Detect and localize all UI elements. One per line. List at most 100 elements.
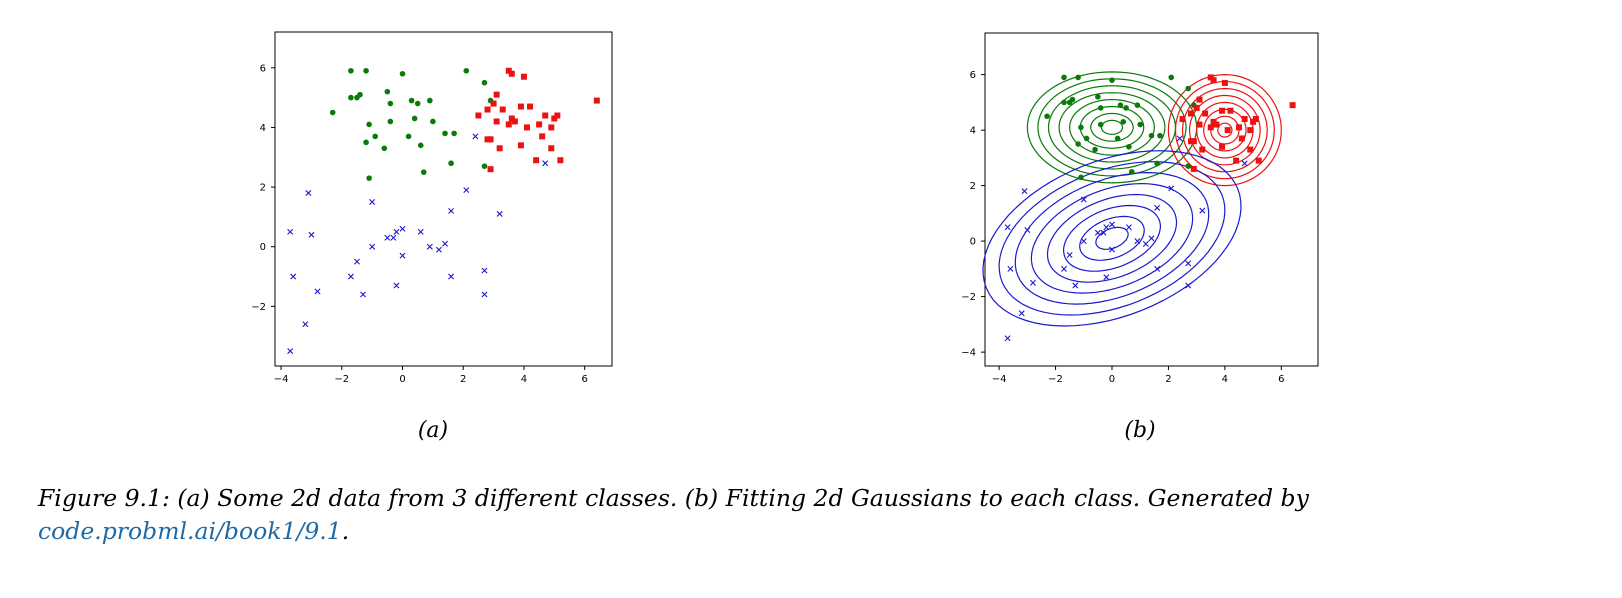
point-green (329, 109, 336, 116)
point-green (372, 133, 378, 140)
point-red (548, 145, 555, 152)
contour-blue (1030, 182, 1194, 294)
x-tick-label: 0 (399, 374, 405, 385)
point-red (533, 157, 540, 164)
contour-green (1090, 112, 1134, 142)
contour-blue (1095, 226, 1129, 250)
point-green (481, 163, 488, 169)
point-blue (314, 288, 321, 295)
point-green (481, 79, 488, 86)
point-red (523, 124, 530, 131)
x-tick-label: 0 (1109, 374, 1115, 385)
y-tick-label: 0 (970, 237, 976, 248)
contour-blue (1046, 193, 1178, 283)
point-red (1252, 116, 1259, 123)
point-red (1224, 127, 1231, 134)
figure-caption: Figure 9.1: (a) Some 2d data from 3 diff… (38, 482, 1598, 548)
point-green (463, 67, 470, 74)
point-green (348, 94, 354, 101)
y-tick-label: 4 (970, 126, 976, 137)
point-green (442, 130, 448, 137)
point-blue (1199, 207, 1206, 214)
contour-green (1037, 78, 1187, 177)
point-red (484, 106, 491, 113)
point-red (548, 124, 555, 131)
point-green (1109, 77, 1115, 83)
point-blue (1185, 282, 1192, 289)
point-red (1233, 157, 1240, 164)
point-blue (1094, 229, 1101, 236)
point-red (551, 115, 558, 122)
point-red (520, 73, 527, 80)
x-tick-label: 4 (521, 374, 527, 385)
point-blue (1004, 335, 1011, 342)
point-red (1238, 135, 1245, 142)
point-blue (1029, 279, 1036, 286)
point-red (493, 91, 500, 98)
point-red (1199, 146, 1206, 153)
point-blue (435, 246, 442, 253)
x-tick-label: 6 (581, 374, 587, 385)
point-red (1247, 146, 1254, 153)
y-tick-label: 2 (260, 183, 266, 194)
point-blue (1080, 196, 1087, 203)
axes-frame (274, 31, 613, 367)
contour-green (1069, 98, 1155, 156)
point-green (381, 145, 388, 152)
point-green (1075, 74, 1081, 81)
x-tick-label: −2 (334, 374, 349, 385)
point-green (1061, 74, 1067, 81)
point-green (1154, 160, 1160, 167)
point-green (1137, 121, 1144, 128)
point-red (517, 103, 524, 110)
point-blue (1061, 265, 1068, 272)
point-green (430, 118, 436, 125)
point-blue (496, 210, 503, 217)
point-red (1255, 157, 1262, 164)
point-blue (1100, 229, 1107, 236)
point-blue (1007, 265, 1014, 272)
panel-a: −4 −2 0 2 4 6 −2 0 2 4 6 (0, 0, 800, 414)
contour-green (1058, 92, 1166, 163)
point-red (1210, 77, 1217, 84)
point-green (357, 91, 363, 98)
caption-link[interactable]: code.probml.ai/book1/9.1 (38, 517, 342, 545)
point-red (593, 97, 600, 104)
point-green (1069, 96, 1076, 103)
point-blue (393, 228, 400, 235)
point-red (1227, 107, 1234, 114)
point-red (1241, 116, 1248, 123)
contour-red (1174, 80, 1275, 180)
point-green (417, 142, 424, 149)
point-red (1188, 110, 1195, 117)
point-blue (1134, 238, 1141, 245)
point-green (363, 139, 369, 146)
point-green (1061, 99, 1067, 106)
y-tick-label: 2 (970, 181, 976, 192)
sublabel-b: (b) (1124, 418, 1156, 443)
contour-red (1167, 73, 1282, 187)
point-blue (1004, 224, 1011, 231)
point-blue (1080, 238, 1087, 245)
point-blue (1109, 221, 1115, 228)
contour-green (1047, 85, 1177, 170)
point-blue (287, 228, 294, 235)
point-green (1075, 141, 1081, 147)
y-tick-label: −2 (251, 302, 266, 313)
point-blue (481, 291, 488, 298)
point-red (508, 115, 515, 122)
point-blue (463, 187, 470, 194)
x-tick-label: 6 (1278, 374, 1284, 385)
point-blue (399, 252, 406, 259)
point-blue (390, 234, 397, 241)
point-blue (448, 273, 455, 280)
y-tick-label: −2 (961, 292, 976, 303)
point-green (399, 70, 406, 77)
point-red (511, 118, 518, 125)
point-blue (384, 234, 391, 241)
point-green (414, 100, 421, 107)
point-blue (347, 273, 354, 280)
point-red (1202, 110, 1209, 117)
point-blue (542, 160, 549, 167)
point-blue (1148, 235, 1155, 242)
